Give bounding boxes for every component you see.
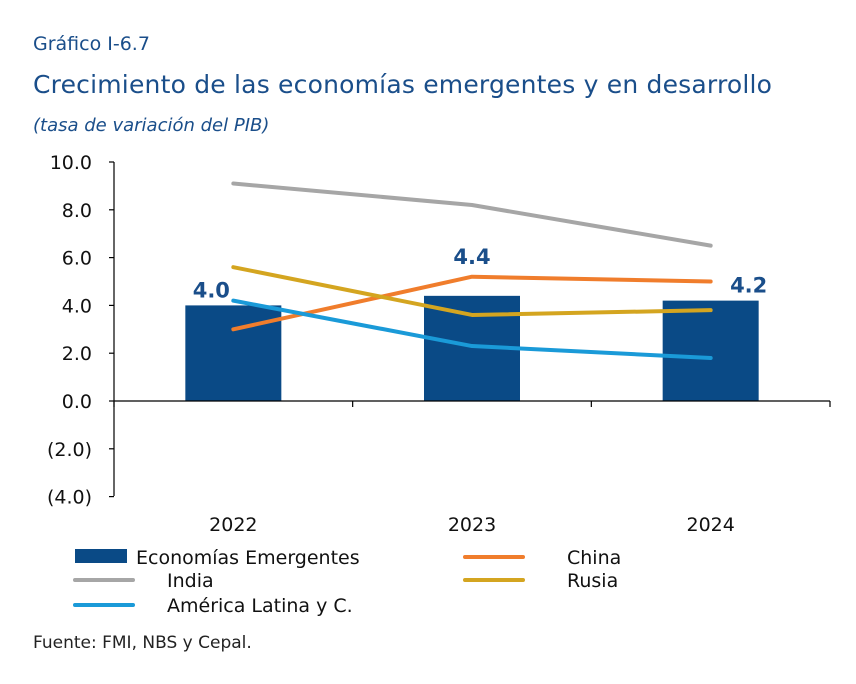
line-am-rica-latina-y-c-	[231, 298, 713, 360]
bar-2024	[662, 300, 759, 401]
y-tick-label: 0.0	[62, 391, 92, 413]
legend-swatch-econom-as-emergentes	[75, 549, 127, 563]
chart-canvas: 10.0 8.0 6.0 4.0 2.0 0.0 (2.0) (4.0) 2022 2023 202…	[47, 152, 831, 617]
y-tick-label: (2.0)	[47, 439, 92, 461]
legend-label-econom-as-emergentes: Economías Emergentes	[136, 547, 360, 569]
x-tick-label: 2022	[209, 514, 257, 536]
axes: 10.0 8.0 6.0 4.0 2.0 0.0 (2.0) (4.0) 2022 2023 202…	[47, 152, 831, 536]
legend-label-india: India	[167, 570, 214, 592]
y-tick-label: 6.0	[62, 248, 92, 270]
legend: Economías Emergentes China India Rusia Améri…	[73, 547, 621, 617]
x-tick-label: 2023	[448, 514, 496, 536]
chart-subtitle: (tasa de variación del PIB)	[33, 115, 270, 136]
line-rusia	[231, 265, 713, 317]
y-tick-label: (4.0)	[47, 487, 92, 509]
source-note: Fuente: FMI, NBS y Cepal.	[33, 633, 252, 653]
y-tick-label: 4.0	[62, 295, 92, 317]
bar-data-label: 4.0	[193, 278, 230, 302]
x-tick-label: 2024	[686, 514, 734, 536]
legend-label-rusia: Rusia	[567, 570, 618, 592]
bar-2022	[185, 305, 282, 401]
data-label-group: 4.0 4.4 4.2	[193, 245, 768, 303]
chart-title: Crecimiento de las economías emergentes …	[33, 70, 773, 99]
line-china	[231, 274, 713, 332]
y-tick-label: 8.0	[62, 200, 92, 222]
bar-data-label: 4.4	[453, 245, 490, 269]
legend-label-china: China	[567, 547, 621, 569]
line-group	[231, 181, 713, 360]
legend-label-am-rica-latina-y-c-: América Latina y C.	[167, 595, 353, 617]
chart-number: Gráfico I-6.7	[33, 33, 150, 55]
y-tick-label: 10.0	[50, 152, 92, 174]
bar-data-label: 4.2	[730, 274, 767, 298]
y-tick-label: 2.0	[62, 343, 92, 365]
line-india	[231, 181, 713, 248]
